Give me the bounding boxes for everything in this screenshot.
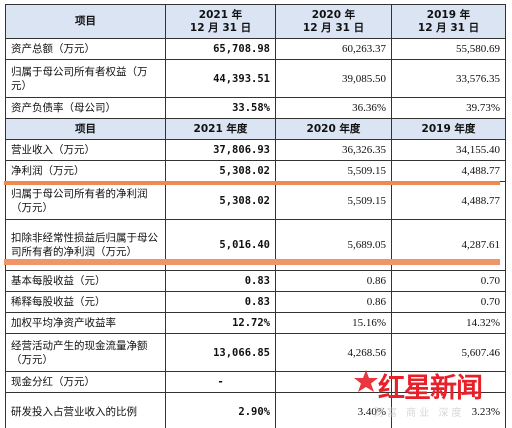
header-item: 项目: [5, 4, 166, 39]
value-2019: 33,576.35: [391, 59, 506, 98]
table-row: 经营活动产生的现金流量净额（万元） 13,066.85 4,268.56 5,6…: [5, 333, 506, 372]
row-label: 资产负债率（母公司）: [5, 97, 166, 119]
row-label: 资产总额（万元）: [5, 38, 166, 60]
watermark: 红星新闻 财富 商业 深度: [352, 364, 502, 424]
row-label: 加权平均净资产收益率: [5, 312, 166, 334]
table-row: 营业收入（万元） 37,806.93 36,326.35 34,155.40: [5, 139, 506, 161]
highlight-line-top: [4, 181, 500, 185]
value-2020: 60,263.37: [275, 38, 392, 60]
value-2020: 0.86: [275, 270, 392, 292]
value-2019: 14.32%: [391, 312, 506, 334]
value-2021: 37,806.93: [165, 139, 276, 161]
value-2021: 5,308.02: [165, 181, 276, 220]
value-2021: -: [165, 371, 276, 393]
value-2021: 65,708.98: [165, 38, 276, 60]
value-2019: 34,155.40: [391, 139, 506, 161]
value-2019: 4,488.77: [391, 181, 506, 220]
row-label: 归属于母公司所有者的净利润（万元）: [5, 181, 166, 220]
row-label: 研发投入占营业收入的比例: [5, 392, 166, 428]
table-row: 资产负债率（母公司） 33.58% 36.36% 39.73%: [5, 97, 506, 119]
value-2020: 39,085.50: [275, 59, 392, 98]
table-row: 净利润（万元） 5,308.02 5,509.15 4,488.77: [5, 160, 506, 182]
value-2019: 0.70: [391, 270, 506, 292]
table-row: 研发投入占营业收入的比例 2.90% 3.40% 3.23%: [5, 392, 506, 428]
table-row: 归属于母公司所有者权益（万元） 44,393.51 39,085.50 33,5…: [5, 59, 506, 98]
value-2021: 33.58%: [165, 97, 276, 119]
highlight-line-bottom: [4, 259, 500, 265]
value-2019: 39.73%: [391, 97, 506, 119]
value-2019: 0.70: [391, 291, 506, 313]
value-2020: 5,509.15: [275, 181, 392, 220]
subheader-item: 项目: [5, 118, 166, 140]
header-2020-text: 2020 年 12 月 31 日: [302, 8, 365, 34]
subheader-2021: 2021 年度: [165, 118, 276, 140]
value-2021: 12.72%: [165, 312, 276, 334]
value-2020: 0.86: [275, 291, 392, 313]
row-label: 现金分红（万元）: [5, 371, 166, 393]
header-2019-text: 2019 年 12 月 31 日: [417, 8, 480, 34]
table-row: 加权平均净资产收益率 12.72% 15.16% 14.32%: [5, 312, 506, 334]
value-2020: 36.36%: [275, 97, 392, 119]
value-2019: 5,607.46: [391, 333, 506, 372]
header-2021-text: 2021 年 12 月 31 日: [189, 8, 252, 34]
value-2019: 4,488.77: [391, 160, 506, 182]
value-2020: 36,326.35: [275, 139, 392, 161]
table-row: 归属于母公司所有者的净利润（万元） 5,308.02 5,509.15 4,48…: [5, 181, 506, 220]
row-label: 归属于母公司所有者权益（万元）: [5, 59, 166, 98]
value-2020: 3.40%: [275, 392, 392, 428]
row-label: 稀释每股收益（元）: [5, 291, 166, 313]
row-label: 基本每股收益（元）: [5, 270, 166, 292]
table-row: 基本每股收益（元） 0.83 0.86 0.70: [5, 270, 506, 292]
financial-data-table: 项目 2021 年 12 月 31 日 2020 年 12 月 31 日 201…: [5, 4, 506, 428]
watermark-sub: 财富 商业 深度: [374, 408, 465, 419]
row-label: 经营活动产生的现金流量净额（万元）: [5, 333, 166, 372]
subheader-2020: 2020 年度: [275, 118, 392, 140]
value-2021: 0.83: [165, 291, 276, 313]
table-row: 稀释每股收益（元） 0.83 0.86 0.70: [5, 291, 506, 313]
header-2021: 2021 年 12 月 31 日: [165, 4, 276, 39]
subheader-2019: 2019 年度: [391, 118, 506, 140]
value-2020: 5,509.15: [275, 160, 392, 182]
table-row: 资产总额（万元） 65,708.98 60,263.37 55,580.69: [5, 38, 506, 60]
row-label: 营业收入（万元）: [5, 139, 166, 161]
value-2021: 13,066.85: [165, 333, 276, 372]
value-2021: 0.83: [165, 270, 276, 292]
value-2019: 55,580.69: [391, 38, 506, 60]
header-2019: 2019 年 12 月 31 日: [391, 4, 506, 39]
value-2021: 2.90%: [165, 392, 276, 428]
value-2021: 44,393.51: [165, 59, 276, 98]
value-2019: 3.23%: [391, 392, 506, 428]
table-subheader-row: 项目 2021 年度 2020 年度 2019 年度: [5, 118, 506, 140]
table-header-row: 项目 2021 年 12 月 31 日 2020 年 12 月 31 日 201…: [5, 4, 506, 39]
row-label: 净利润（万元）: [5, 160, 166, 182]
red-star-logo-icon: [354, 370, 378, 392]
header-2020: 2020 年 12 月 31 日: [275, 4, 392, 39]
value-2021: 5,308.02: [165, 160, 276, 182]
value-2020: 15.16%: [275, 312, 392, 334]
watermark-brand: 红星新闻: [378, 373, 483, 404]
